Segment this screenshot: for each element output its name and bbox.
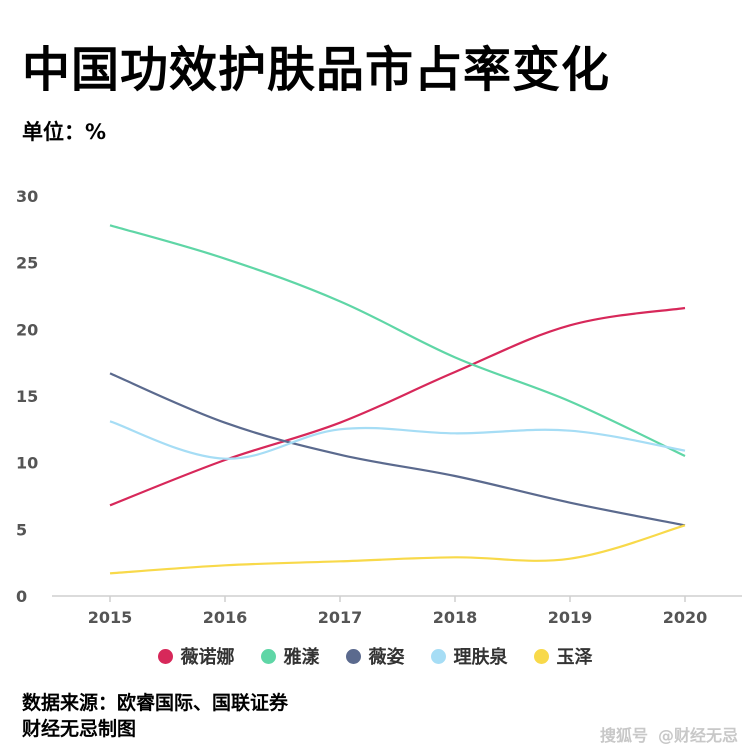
x-axis-ticks: 2015 2016 2017 2018 2019 2020 [88, 596, 708, 627]
y-tick-label: 15 [16, 387, 38, 406]
series-line [109, 420, 686, 460]
y-tick-label: 25 [16, 254, 38, 273]
credit-line: 财经无忌制图 [22, 718, 137, 740]
series-line [109, 224, 686, 457]
watermark-account: @财经无忌 [657, 726, 738, 745]
legend-swatch [260, 648, 276, 664]
series-line [109, 306, 686, 507]
legend-swatch [345, 648, 361, 664]
series-line [109, 372, 686, 527]
y-tick-label: 5 [16, 520, 27, 539]
x-tick-label: 2015 [88, 608, 133, 627]
x-tick-label: 2019 [548, 608, 593, 627]
legend-label: 薇姿 [368, 647, 405, 668]
legend-label: 雅漾 [283, 647, 320, 668]
source-line: 数据来源：欧睿国际、国联证券 [22, 692, 289, 714]
x-tick-label: 2020 [663, 608, 708, 627]
legend-label: 薇诺娜 [180, 647, 235, 668]
source-note: 数据来源：欧睿国际、国联证券 财经无忌制图 [22, 690, 288, 742]
x-tick-label: 2016 [203, 608, 248, 627]
chart-legend: 薇诺娜 雅漾 薇姿 理肤泉 玉泽 [0, 643, 750, 669]
y-tick-label: 20 [16, 320, 38, 339]
x-tick-label: 2017 [318, 608, 363, 627]
chart-title: 中国功效护肤品市占率变化 [22, 42, 611, 98]
series-lines [109, 224, 686, 575]
legend-item: 雅漾 [260, 643, 320, 669]
series-line [109, 524, 686, 575]
x-tick-label: 2018 [433, 608, 478, 627]
unit-label: 单位：% [22, 120, 107, 144]
y-tick-label: 10 [16, 454, 38, 473]
watermark-brand: 搜狐号 [599, 726, 648, 745]
watermark: 搜狐号 @财经无忌 [600, 722, 738, 746]
legend-item: 薇姿 [345, 643, 405, 669]
y-tick-label: 0 [16, 587, 27, 606]
legend-swatch [533, 648, 549, 664]
legend-label: 理肤泉 [453, 647, 508, 668]
legend-item: 薇诺娜 [157, 643, 235, 669]
legend-item: 理肤泉 [430, 643, 508, 669]
legend-label: 玉泽 [556, 647, 593, 668]
legend-item: 玉泽 [533, 643, 593, 669]
y-tick-label: 30 [16, 187, 38, 206]
legend-swatch [157, 648, 173, 664]
y-axis-ticks: 0 5 10 15 20 25 30 [16, 187, 38, 606]
legend-swatch [430, 648, 446, 664]
